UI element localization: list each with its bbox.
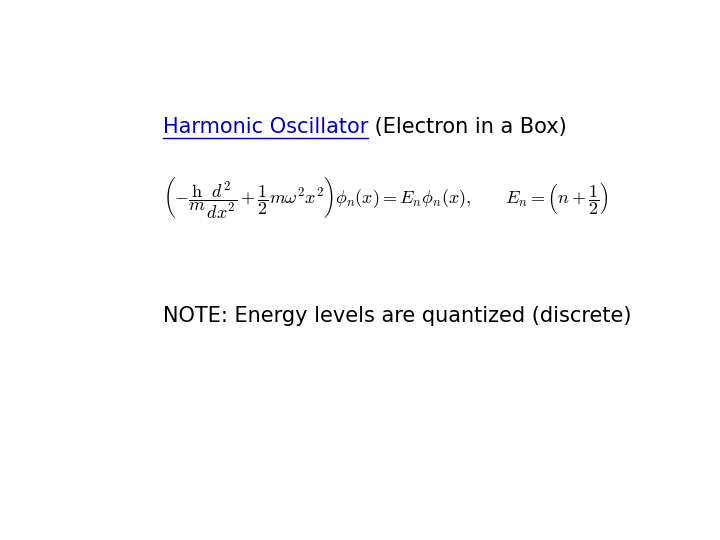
Text: Harmonic Oscillator: Harmonic Oscillator (163, 117, 368, 137)
Text: NOTE: Energy levels are quantized (discrete): NOTE: Energy levels are quantized (discr… (163, 306, 631, 326)
Text: $\left(-\dfrac{\mathrm{h}}{m}\dfrac{d^2}{dx^2}+\dfrac{1}{2}m\omega^2 x^2\right)\: $\left(-\dfrac{\mathrm{h}}{m}\dfrac{d^2}… (163, 176, 608, 220)
Text: (Electron in a Box): (Electron in a Box) (368, 117, 567, 137)
